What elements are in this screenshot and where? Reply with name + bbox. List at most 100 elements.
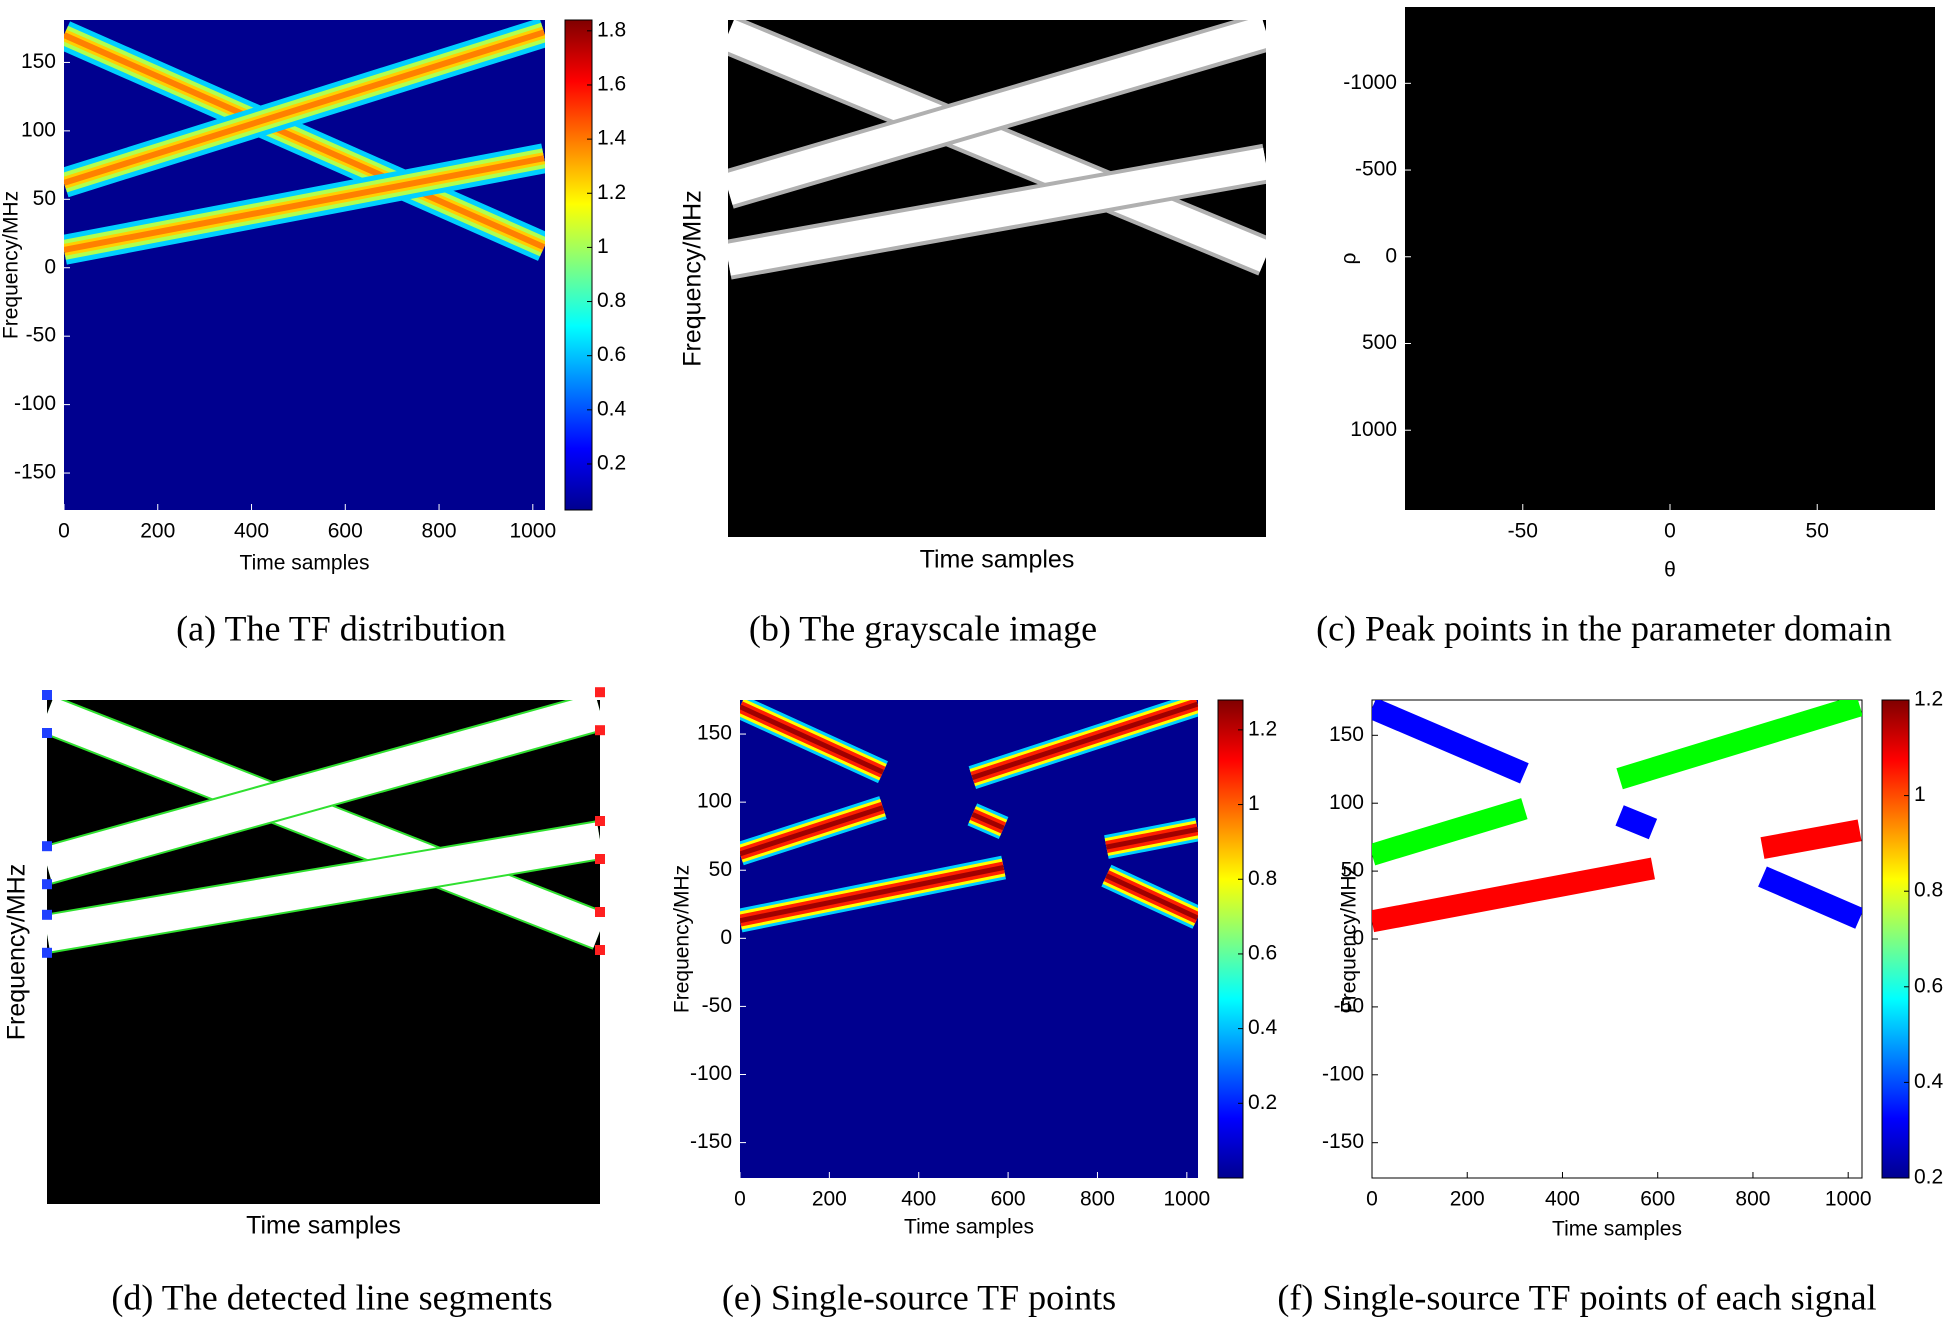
signal-line [740, 826, 1198, 924]
signal-line [1372, 700, 1862, 866]
caption: (c) Peak points in the parameter domain [1316, 608, 1892, 648]
endpoint-marker [42, 841, 52, 852]
signal-line [64, 29, 545, 186]
colorbar-tick-label: 0.4 [1248, 1016, 1278, 1039]
endpoint-marker [595, 854, 605, 864]
y-tick-label: 100 [697, 790, 732, 813]
y-tick-label: 0 [1385, 244, 1397, 267]
x-tick-label: 400 [1545, 1188, 1580, 1211]
colorbar-tick-label: 0.6 [1248, 941, 1277, 964]
endpoint-marker [42, 909, 52, 920]
y-tick-label: 150 [697, 722, 732, 745]
y-tick-label: 1000 [1350, 418, 1397, 441]
y-tick-label: -150 [14, 461, 56, 484]
colorbar-tick-label: 1.2 [1914, 688, 1943, 711]
y-axis-label: ρ [1338, 252, 1361, 264]
y-tick-label: 0 [720, 926, 732, 949]
colorbar-tick-label: 0.6 [597, 343, 626, 366]
peak-point: + [1886, 303, 1895, 320]
caption: (a) The TF distribution [176, 608, 506, 648]
plot-content: ++++++ [1465, 234, 1910, 355]
x-tick-label: -50 [1508, 520, 1538, 543]
plot-area [1405, 7, 1935, 510]
y-tick-label: 500 [1362, 331, 1397, 354]
y-tick-label: -1000 [1343, 71, 1397, 94]
x-axis-label: Time samples [920, 546, 1075, 574]
endpoint-marker [42, 947, 52, 958]
y-tick-label: 0 [44, 255, 56, 278]
colorbar-tick-label: 1 [1248, 792, 1260, 815]
y-tick-label: 50 [33, 187, 56, 210]
y-tick-label: 0 [1352, 927, 1364, 950]
x-tick-label: 600 [328, 520, 363, 543]
peak-point: + [1886, 312, 1895, 329]
y-tick-label: 150 [21, 50, 56, 73]
x-axis-label: Time samples [246, 1212, 401, 1240]
x-tick-label: 800 [422, 520, 457, 543]
colorbar-tick-label: 1.2 [597, 181, 626, 204]
y-tick-label: 50 [709, 858, 732, 881]
caption: (b) The grayscale image [749, 608, 1097, 648]
x-axis-label: Time samples [904, 1216, 1034, 1239]
y-tick-label: 100 [1329, 791, 1364, 814]
colorbar-tick-label: 1 [597, 235, 609, 258]
x-tick-label: 400 [234, 520, 269, 543]
y-tick-label: -100 [14, 392, 56, 415]
signal-line [64, 32, 545, 250]
y-tick-label: -50 [1334, 994, 1364, 1017]
peak-point: + [1465, 245, 1474, 262]
x-tick-label: 800 [1080, 1188, 1115, 1211]
colorbar-tick-label: 1.4 [597, 127, 627, 150]
x-tick-label: 800 [1735, 1188, 1770, 1211]
endpoint-marker [595, 816, 605, 826]
y-axis-label: Frequency/MHz [0, 191, 23, 339]
caption: (f) Single-source TF points of each sign… [1277, 1277, 1876, 1317]
x-axis-label: Time samples [240, 552, 370, 575]
colorbar-tick-label: 0.8 [1914, 879, 1943, 902]
y-axis-label: Frequency/MHz [671, 865, 694, 1013]
y-tick-label: -50 [26, 324, 56, 347]
plot-content [740, 700, 1198, 933]
y-tick-label: -500 [1355, 158, 1397, 181]
colorbar-tick-label: 1.6 [597, 73, 626, 96]
colorbar-tick-label: 0.8 [597, 289, 626, 312]
colorbar-tick-label: 0.4 [1914, 1070, 1943, 1093]
x-tick-label: 50 [1806, 520, 1829, 543]
x-tick-label: 1000 [509, 520, 556, 543]
endpoint-marker [42, 879, 52, 890]
plot-content [728, 20, 1266, 280]
x-tick-label: 0 [58, 520, 70, 543]
colorbar-tick-label: 1 [1914, 783, 1926, 806]
x-tick-label: 1000 [1163, 1188, 1210, 1211]
x-tick-label: 600 [991, 1188, 1026, 1211]
colorbar-tick-label: 1.8 [597, 18, 626, 41]
colorbar-tick-label: 0.8 [1248, 867, 1277, 890]
y-tick-label: -100 [690, 1062, 732, 1085]
signal-line [47, 822, 600, 952]
endpoint-marker [42, 690, 52, 700]
signal-line [728, 20, 1266, 272]
y-tick-label: -100 [1322, 1062, 1364, 1085]
colorbar [564, 19, 593, 511]
endpoint-marker [595, 725, 605, 736]
endpoint-marker [42, 728, 52, 738]
peak-point: + [1901, 338, 1910, 355]
colorbar-tick-label: 0.2 [1248, 1091, 1277, 1114]
signal-line [1372, 700, 1862, 929]
peak-point: + [1465, 234, 1474, 251]
endpoint-marker [595, 907, 605, 917]
y-axis-label: Frequency/MHz [1338, 865, 1361, 1013]
y-tick-label: -150 [1322, 1130, 1364, 1153]
signal-line [728, 147, 1266, 276]
plot-content [1372, 700, 1862, 933]
y-tick-label: 100 [21, 118, 56, 141]
caption: (d) The detected line segments [111, 1277, 552, 1317]
colorbar-tick-label: 1.2 [1248, 717, 1277, 740]
x-tick-label: 0 [1664, 520, 1676, 543]
y-tick-label: 50 [1341, 859, 1364, 882]
colorbar-tick-label: 0.6 [1914, 974, 1943, 997]
x-tick-label: 0 [1366, 1188, 1378, 1211]
x-axis-label: θ [1664, 559, 1676, 582]
x-tick-label: 400 [901, 1188, 936, 1211]
